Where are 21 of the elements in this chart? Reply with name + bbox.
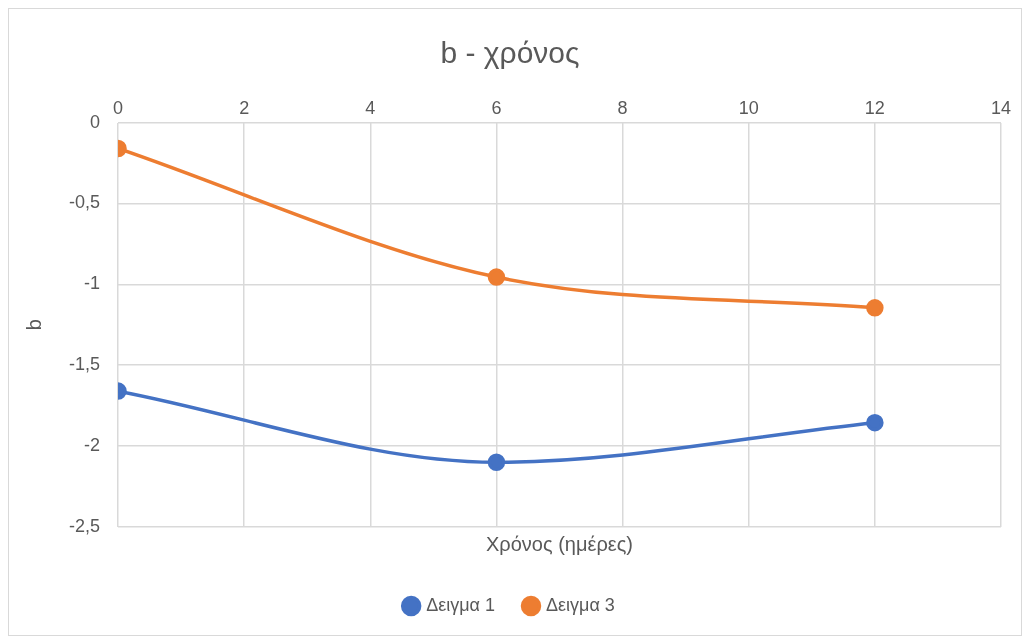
legend-label: Δειγμα 3 xyxy=(546,594,615,615)
y-tick-label: -0,5 xyxy=(68,192,101,213)
y-tick-label: -2,5 xyxy=(68,515,101,536)
y-tick-label: -1,5 xyxy=(68,354,101,375)
y-tick-label: -2 xyxy=(84,435,101,456)
chart-title: b - χρόνος xyxy=(440,36,580,70)
point xyxy=(866,299,884,317)
x-tick-label: 14 xyxy=(990,97,1012,118)
x-tick-label: 12 xyxy=(864,97,885,118)
y-tick-label: -1 xyxy=(84,273,101,294)
x-axis-title: Χρόνος (ημέρες) xyxy=(486,532,633,555)
point xyxy=(866,413,884,432)
x-tick-label: 2 xyxy=(239,97,250,118)
y-tick-label: 0 xyxy=(90,111,101,132)
legend-label: Δειγμα 1 xyxy=(426,594,496,615)
x-tick-label: 4 xyxy=(365,97,376,118)
x-tick-label: 0 xyxy=(113,97,124,118)
x-tick-label: 10 xyxy=(738,97,759,118)
y-axis-title: b xyxy=(22,319,45,331)
x-tick-label: 6 xyxy=(491,97,502,118)
x-tick-label: 8 xyxy=(617,97,628,118)
